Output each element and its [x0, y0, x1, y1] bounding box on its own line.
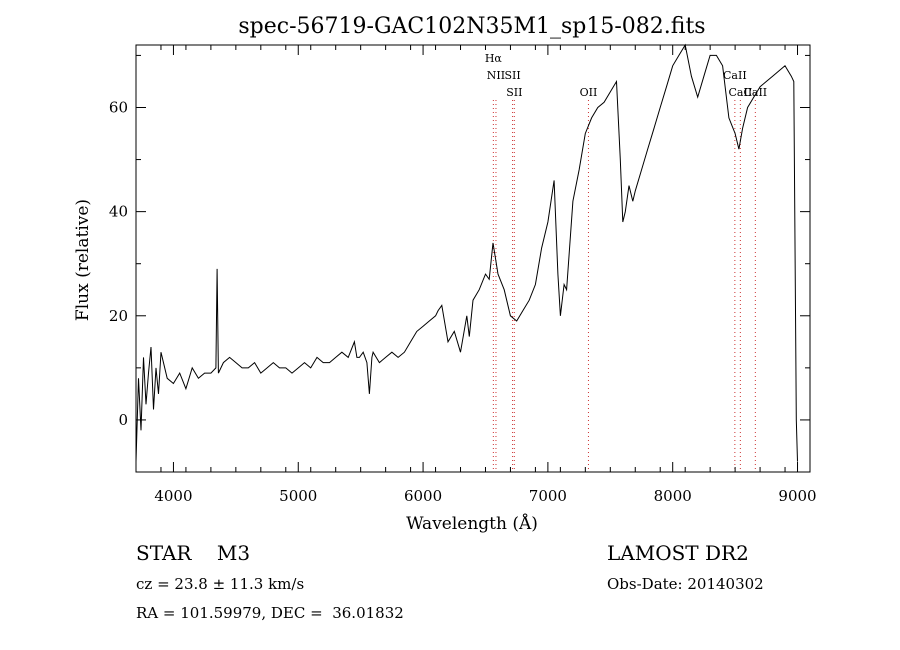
- x-tick-label: 8000: [654, 487, 692, 505]
- coordinates-label: RA = 101.59979, DEC = 36.01832: [136, 604, 404, 622]
- spectral-line-label: Hα: [485, 52, 503, 65]
- y-tick-label: 20: [109, 307, 128, 325]
- y-axis-label: Flux (relative): [73, 199, 93, 321]
- spectral-line-label: SII: [506, 86, 522, 99]
- spectral-line-label: NII: [487, 69, 505, 82]
- x-tick-label: 6000: [404, 487, 442, 505]
- y-tick-label: 40: [109, 203, 128, 221]
- survey-label: LAMOST DR2: [607, 541, 749, 565]
- spectral-line-label: CaII: [729, 86, 753, 99]
- spectral-line-label: CaII: [743, 86, 767, 99]
- x-axis-label: Wavelength (Å): [406, 513, 538, 534]
- x-tick-label: 4000: [154, 487, 192, 505]
- axis-ticks: 4000 5000 6000 7000 8000 9000 0 20 40 60: [109, 45, 817, 505]
- chart-title: spec-56719-GAC102N35M1_sp15-082.fits: [238, 14, 705, 39]
- star-type-label: STAR M3: [136, 541, 251, 565]
- y-tick-label: 60: [109, 98, 128, 116]
- x-tick-label: 5000: [279, 487, 317, 505]
- spectral-line-label: CaII: [723, 69, 747, 82]
- y-tick-label: 0: [118, 411, 128, 429]
- obs-date-label: Obs-Date: 20140302: [607, 575, 764, 593]
- x-tick-label: 9000: [778, 487, 816, 505]
- plot-frame: [135, 44, 811, 473]
- x-tick-label: 7000: [529, 487, 567, 505]
- spectral-line-label: SII: [504, 69, 520, 82]
- redshift-label: cz = 23.8 ± 11.3 km/s: [136, 575, 305, 593]
- spectrum-line: [135, 43, 798, 462]
- spectral-line-label: OII: [580, 86, 598, 99]
